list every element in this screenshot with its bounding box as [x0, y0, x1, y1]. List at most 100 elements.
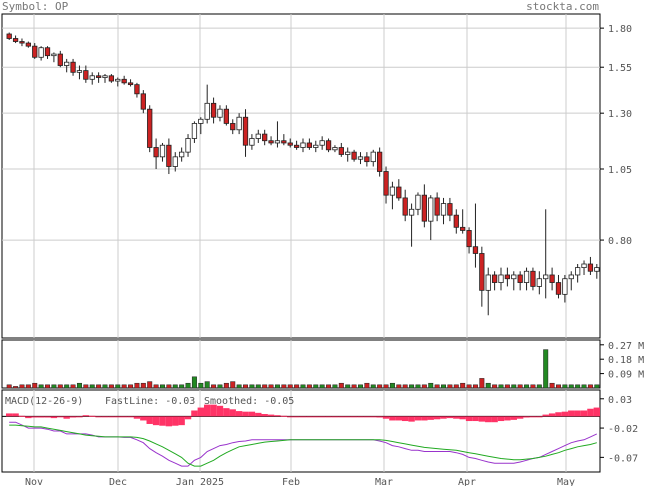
- macd-histogram-bar: [280, 415, 288, 417]
- candle-body: [166, 144, 172, 167]
- candle-body: [377, 151, 383, 172]
- macd-histogram-bar: [235, 411, 243, 417]
- volume-bar: [89, 384, 95, 389]
- volume-bar: [262, 384, 268, 389]
- macd-histogram-bar: [459, 416, 466, 420]
- candle-body: [236, 116, 242, 131]
- volume-bar: [402, 384, 408, 389]
- candle-body: [383, 171, 389, 196]
- volume-bar: [13, 386, 19, 389]
- volume-bar: [409, 384, 415, 389]
- candle-body: [440, 203, 447, 216]
- volume-bar: [268, 384, 274, 389]
- volume-bar: [25, 384, 31, 389]
- macd-histogram-bar: [57, 416, 64, 418]
- candle-body: [504, 274, 511, 280]
- candle-body: [575, 267, 581, 276]
- candle-body: [204, 102, 210, 120]
- candle-body: [44, 47, 51, 57]
- volume-bar: [6, 384, 12, 389]
- macd-histogram-bar: [536, 416, 543, 418]
- macd-histogram-bar: [89, 415, 96, 417]
- volume-bar: [485, 382, 491, 389]
- volume-bar: [447, 384, 453, 389]
- price-candles: [6, 32, 600, 316]
- price-tick-label: 1.05: [608, 165, 632, 176]
- volume-tick-label: 0.09 M: [608, 370, 644, 381]
- candle-body: [12, 38, 19, 42]
- candle-body: [536, 278, 542, 287]
- candle-body: [351, 151, 357, 160]
- price-tick-label: 1.80: [608, 24, 632, 35]
- x-tick-label: Mar: [375, 477, 393, 486]
- macd-tick-label: -0.02: [608, 424, 638, 435]
- macd-panel: MACD(12-26-9) FastLine: -0.03 Smoothed: -0…: [2, 396, 600, 467]
- volume-bar: [294, 384, 300, 389]
- macd-histogram-bar: [542, 414, 549, 417]
- volume-bar: [57, 384, 63, 389]
- macd-histogram-bar: [453, 416, 460, 419]
- macd-histogram-bar: [344, 416, 351, 418]
- candle-body: [313, 144, 319, 148]
- volume-bar: [32, 382, 38, 389]
- volume-bar: [517, 384, 523, 389]
- candle-body: [428, 197, 434, 222]
- x-tick-label: Jan 2025: [176, 477, 224, 486]
- macd-histogram-bar: [504, 416, 511, 421]
- volume-bar: [45, 384, 51, 389]
- macd-histogram-bar: [376, 416, 383, 418]
- candle-body: [581, 263, 587, 269]
- candle-body: [555, 282, 562, 295]
- volume-bar: [377, 384, 383, 389]
- macd-histogram-bar: [101, 416, 109, 418]
- volume-bar: [274, 384, 280, 389]
- macd-histogram-bar: [31, 416, 38, 418]
- volume-bar: [159, 384, 165, 389]
- volume-bar: [466, 384, 472, 389]
- macd-histogram-bar: [178, 416, 185, 426]
- macd-histogram-bar: [274, 415, 281, 417]
- candle-body: [325, 140, 332, 151]
- macd-histogram-bar: [427, 416, 434, 420]
- macd-tick-label: -0.07: [608, 453, 638, 464]
- volume-bar: [83, 384, 89, 389]
- macd-frame: [1, 389, 601, 473]
- candle-body: [198, 118, 204, 124]
- x-tick-label: Dec: [109, 477, 127, 486]
- macd-histogram-bar: [204, 404, 211, 417]
- macd-histogram-bar: [472, 416, 479, 422]
- candle-body: [357, 156, 364, 160]
- candle-body: [134, 84, 140, 95]
- volume-bar: [575, 384, 581, 389]
- candle-body: [64, 61, 70, 66]
- macd-histogram-bar: [350, 416, 358, 418]
- x-tick-label: Feb: [282, 477, 300, 486]
- price-tick-label: 0.80: [608, 236, 632, 247]
- volume-bar: [396, 384, 402, 389]
- macd-histogram-bar: [12, 413, 19, 417]
- candle-body: [255, 133, 261, 139]
- macd-histogram-bar: [261, 414, 268, 417]
- macd-histogram-bar: [478, 416, 486, 422]
- candle-body: [185, 138, 191, 153]
- candle-body: [281, 140, 287, 144]
- candle-body: [568, 274, 574, 280]
- macd-histogram-bar: [108, 416, 115, 418]
- macd-histogram-bar: [267, 414, 275, 417]
- macd-histogram-bar: [382, 416, 390, 419]
- macd-histogram-bar: [363, 416, 371, 418]
- volume-bar: [549, 382, 555, 389]
- macd-histogram-bar: [433, 416, 441, 420]
- candle-body: [466, 230, 472, 248]
- macd-histogram-bar: [370, 416, 377, 418]
- site-watermark[interactable]: stockta.com: [526, 0, 599, 13]
- volume-bar: [421, 384, 427, 389]
- volume-bar: [140, 382, 146, 389]
- volume-bar: [185, 382, 191, 389]
- volume-bar: [511, 384, 517, 389]
- macd-histogram-bar: [172, 416, 179, 426]
- candle-body: [191, 123, 198, 139]
- candle-body: [523, 270, 530, 283]
- candle-body: [562, 278, 568, 295]
